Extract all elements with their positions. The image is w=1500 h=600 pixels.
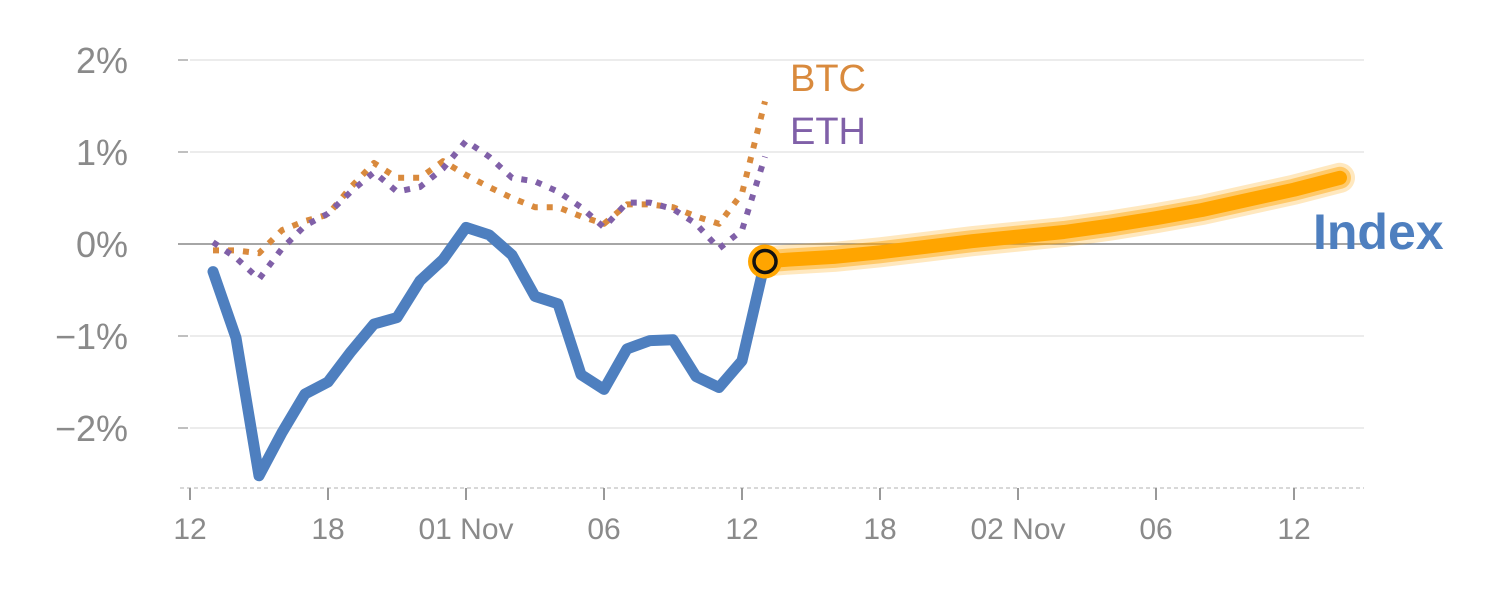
eth-series-line (211, 138, 768, 282)
y-tick-label: 0% (76, 224, 128, 265)
x-tick-label: 12 (173, 513, 206, 546)
x-tick-label: 12 (1277, 513, 1310, 546)
y-tick-label: −2% (55, 408, 128, 449)
index-series-line (207, 221, 771, 482)
x-tick-label: 06 (587, 513, 620, 546)
eth-series-label: ETH (790, 111, 866, 153)
y-tick-label: −1% (55, 316, 128, 357)
x-tick-label: 06 (1139, 513, 1172, 546)
x-tick-label: 12 (725, 513, 758, 546)
x-tick-label: 18 (311, 513, 344, 546)
forecast-band-line (758, 170, 1347, 269)
x-tick-label: 18 (863, 513, 896, 546)
axis-layer: 2% 1% 0% −1% −2% 12 18 01 Nov 06 12 18 02 Nov 06 12 (55, 40, 1364, 546)
index-series-label: Index (1313, 204, 1444, 260)
current-point-marker (752, 248, 778, 275)
x-tick-label: 01 Nov (418, 513, 513, 546)
y-tick-label: 1% (76, 132, 128, 173)
btc-series-line (213, 100, 768, 257)
label-layer: BTC ETH Index (790, 58, 1444, 260)
btc-series-label: BTC (790, 58, 866, 100)
grid-layer (178, 59, 1364, 429)
series-layer (207, 100, 1355, 482)
y-tick-label: 2% (76, 40, 128, 81)
x-tick-label: 02 Nov (970, 513, 1065, 546)
